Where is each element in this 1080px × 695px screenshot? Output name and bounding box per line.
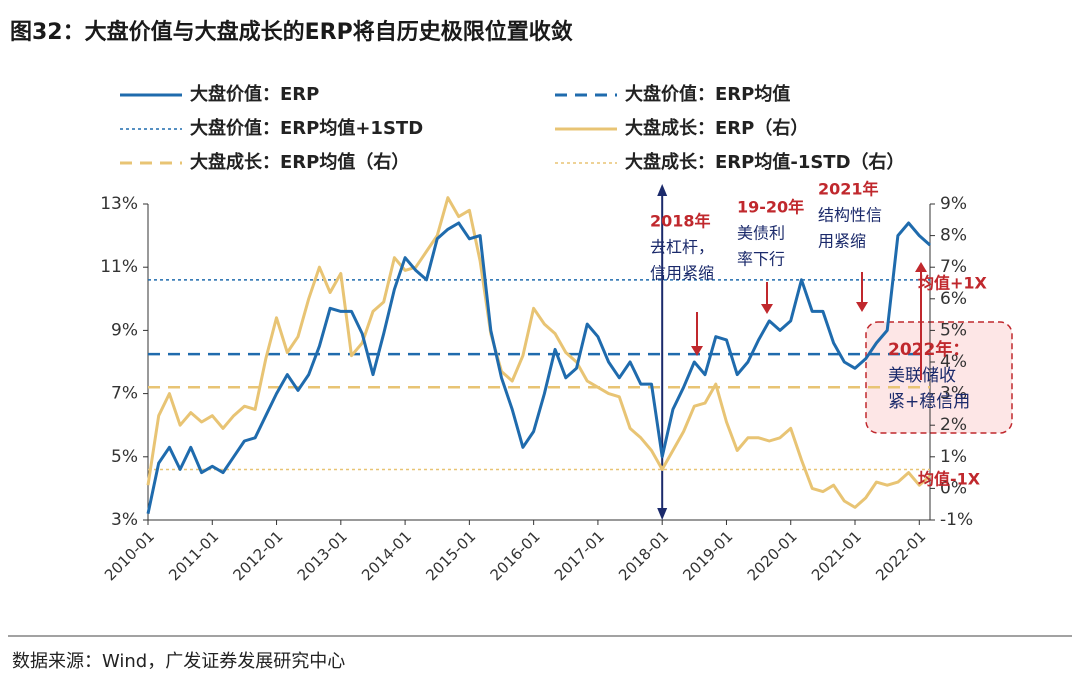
x-tick-label: 2016-01 xyxy=(487,527,544,584)
y2-tick-label: 7% xyxy=(940,257,967,277)
annotation: 2021年 xyxy=(818,180,879,199)
annotation: 2022年： xyxy=(888,339,969,360)
annotation: 去杠杆， xyxy=(650,238,714,257)
arrow-head xyxy=(856,302,868,312)
legend-label: 大盘成长：ERP均值（右） xyxy=(190,151,409,173)
annotation: 均值+1X xyxy=(918,274,988,293)
y2-tick-label: 6% xyxy=(940,289,967,309)
x-tick-label: 2013-01 xyxy=(294,527,351,584)
source: 数据来源：Wind，广发证券发展研究中心 xyxy=(12,651,345,672)
highlight-box xyxy=(865,321,1013,434)
y2-tick-label: 0% xyxy=(940,478,967,498)
annotation: 紧+稳信用 xyxy=(888,392,970,412)
arrow-head xyxy=(657,184,668,196)
y2-tick-label: 9% xyxy=(940,194,967,214)
arrow-head xyxy=(761,304,773,314)
legend-label: 大盘价值：ERP均值 xyxy=(625,83,790,105)
arrow-head xyxy=(657,508,668,520)
y2-tick-label: 3% xyxy=(940,384,967,404)
x-tick-label: 2021-01 xyxy=(808,527,865,584)
annotation: 19-20年 xyxy=(737,198,804,217)
y-tick-label: 3% xyxy=(111,510,138,530)
y-tick-label: 9% xyxy=(111,320,138,340)
annotation: 用紧缩 xyxy=(818,232,866,251)
series-line xyxy=(146,196,931,509)
x-tick-label: 2015-01 xyxy=(422,527,479,584)
x-tick-label: 2011-01 xyxy=(165,527,222,584)
arrow-head xyxy=(691,346,703,356)
y2-tick-label: 8% xyxy=(940,226,967,246)
x-tick-label: 2018-01 xyxy=(615,527,672,584)
x-tick-label: 2012-01 xyxy=(230,527,287,584)
y-tick-label: 5% xyxy=(111,447,138,467)
y2-tick-label: 1% xyxy=(940,447,967,467)
legend-label: 大盘成长：ERP（右） xyxy=(625,117,808,139)
legend-label: 大盘成长：ERP均值-1STD（右） xyxy=(625,151,905,173)
y2-tick-label: 4% xyxy=(940,352,967,372)
y2-tick-label: 2% xyxy=(940,415,967,435)
x-tick-label: 2010-01 xyxy=(101,527,158,584)
y-tick-label: 11% xyxy=(100,257,138,277)
x-tick-label: 2017-01 xyxy=(551,527,608,584)
y-tick-label: 7% xyxy=(111,384,138,404)
series-line xyxy=(146,221,931,515)
annotation: 美债利 xyxy=(737,224,785,243)
y-tick-label: 13% xyxy=(100,194,138,214)
annotation: 率下行 xyxy=(737,250,785,269)
legend-label: 大盘价值：ERP xyxy=(190,83,319,105)
legend-label: 大盘价值：ERP均值+1STD xyxy=(190,117,423,139)
annotation: 均值-1X xyxy=(918,470,981,489)
arrow-head xyxy=(915,262,927,272)
x-tick-label: 2014-01 xyxy=(358,527,415,584)
annotation: 结构性信 xyxy=(818,206,882,225)
x-tick-label: 2019-01 xyxy=(679,527,736,584)
y2-tick-label: -1% xyxy=(940,510,973,530)
annotation: 信用紧缩 xyxy=(650,264,714,283)
chart-title: 图32：大盘价值与大盘成长的ERP将自历史极限位置收敛 xyxy=(10,19,573,45)
annotation: 2018年 xyxy=(650,212,711,231)
y2-tick-label: 5% xyxy=(940,320,967,340)
x-tick-label: 2020-01 xyxy=(744,527,801,584)
x-tick-label: 2022-01 xyxy=(872,527,929,584)
